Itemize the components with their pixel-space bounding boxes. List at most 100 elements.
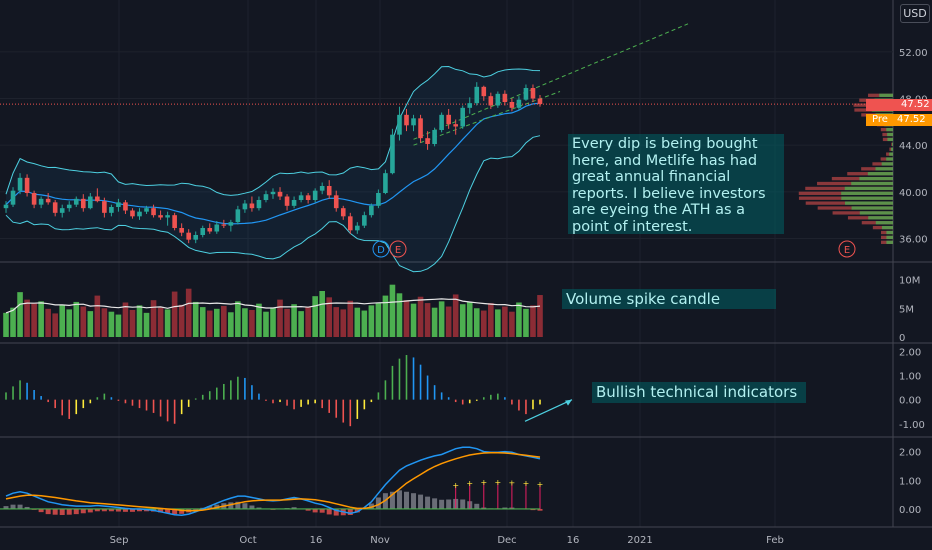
annotation-main[interactable]: Every dip is being bought here, and Metl…	[568, 134, 784, 235]
oscillator-bar	[38, 508, 44, 513]
oscillator-bar	[66, 508, 72, 515]
oscillator-bar	[446, 499, 452, 509]
signal-cross: +	[509, 478, 516, 487]
time-tick-label: Oct	[239, 535, 256, 546]
oscillator-bar	[368, 503, 374, 509]
volume-bar	[537, 295, 543, 337]
candle	[291, 196, 297, 209]
volume-bar	[157, 307, 164, 337]
volume-profile-bar-up	[841, 191, 893, 195]
oscillator-bar	[10, 504, 16, 509]
candle-body	[52, 202, 58, 213]
candle	[3, 201, 9, 213]
candle	[235, 205, 241, 225]
price-tick-label: 44.00	[899, 141, 928, 152]
candle-body	[17, 177, 23, 191]
candle	[130, 208, 135, 219]
candle-body	[537, 98, 543, 105]
candle-body	[516, 99, 522, 108]
volume-bar	[17, 292, 23, 337]
candle-body	[340, 208, 346, 217]
volume-bar	[312, 296, 318, 337]
volume-bar	[10, 307, 16, 337]
volume-bar	[368, 305, 375, 337]
oscillator-bar	[425, 496, 431, 509]
candle	[270, 188, 276, 199]
volume-bar	[530, 305, 536, 337]
candle	[52, 200, 58, 217]
candle-body	[242, 203, 248, 210]
candle	[31, 190, 37, 209]
candle-body	[411, 118, 416, 126]
volume-bar	[389, 284, 396, 337]
candle-body	[509, 102, 515, 108]
oscillator-bar	[122, 508, 128, 512]
volume-bar	[473, 308, 480, 337]
candle-body	[45, 198, 51, 203]
candle	[137, 208, 142, 220]
pre-value: 47.52	[897, 114, 926, 125]
volume-profile-bar-up	[887, 132, 893, 137]
oscillator-bar	[228, 502, 234, 509]
oscillator-bar	[52, 508, 58, 515]
volume-profile-bar-up	[851, 206, 893, 210]
volume-profile-bar-up	[886, 240, 893, 244]
volume-bar	[171, 291, 178, 337]
candle-body	[263, 194, 269, 200]
oscillator-bar	[129, 508, 135, 512]
volume-bar	[185, 288, 192, 337]
oscillator-tick-label: 1.00	[899, 476, 921, 487]
last-price-tag: 47.52	[866, 99, 932, 111]
candle	[179, 223, 184, 237]
oscillator-bar	[256, 507, 262, 509]
oscillator-bar	[137, 508, 142, 512]
candle-body	[333, 195, 339, 209]
trend-line-upper	[413, 23, 689, 140]
volume-bar	[326, 297, 333, 337]
annotation-volume[interactable]: Volume spike candle	[562, 289, 776, 309]
candle	[158, 210, 163, 220]
annotation-arrow-line	[524, 399, 573, 422]
candle	[10, 187, 16, 207]
volume-bar	[298, 311, 304, 337]
volume-bar	[24, 299, 30, 337]
candle	[537, 95, 543, 107]
volume-bar	[361, 310, 368, 337]
candle	[45, 193, 51, 205]
candle-body	[80, 198, 86, 209]
volume-profile-bar-up	[875, 221, 893, 225]
volume-profile-bar-up	[881, 225, 893, 230]
candle-body	[221, 224, 227, 226]
candle	[305, 193, 311, 204]
candle	[59, 204, 65, 218]
candle-body	[123, 202, 128, 211]
annotation-indicators[interactable]: Bullish technical indicators	[592, 382, 806, 403]
volume-bar	[347, 300, 354, 337]
event-marker-e: E	[395, 245, 401, 256]
candle-body	[502, 93, 508, 102]
candle	[355, 222, 360, 234]
oscillator-tick-label: 0.00	[899, 505, 921, 516]
oscillator-bar	[347, 508, 353, 515]
volume-bar	[242, 308, 248, 337]
oscillator-bar	[411, 493, 417, 509]
candle-body	[418, 118, 423, 139]
volume-tick-label: 5M	[899, 304, 914, 315]
volume-tick-label: 0	[899, 333, 905, 344]
candle	[495, 91, 501, 108]
volume-bar	[452, 294, 459, 337]
candle	[144, 205, 149, 214]
candle-body	[362, 215, 367, 226]
candle	[432, 127, 437, 147]
candle	[172, 212, 177, 231]
oscillator-bar	[432, 498, 438, 509]
signal-cross: +	[494, 478, 501, 487]
volume-profile-bar-up	[867, 172, 893, 176]
oscillator-bar	[326, 508, 332, 515]
candle	[425, 131, 430, 150]
candle	[242, 200, 248, 213]
currency-button[interactable]: USD	[900, 4, 930, 23]
oscillator-bar	[404, 491, 409, 509]
candle-body	[432, 130, 437, 144]
